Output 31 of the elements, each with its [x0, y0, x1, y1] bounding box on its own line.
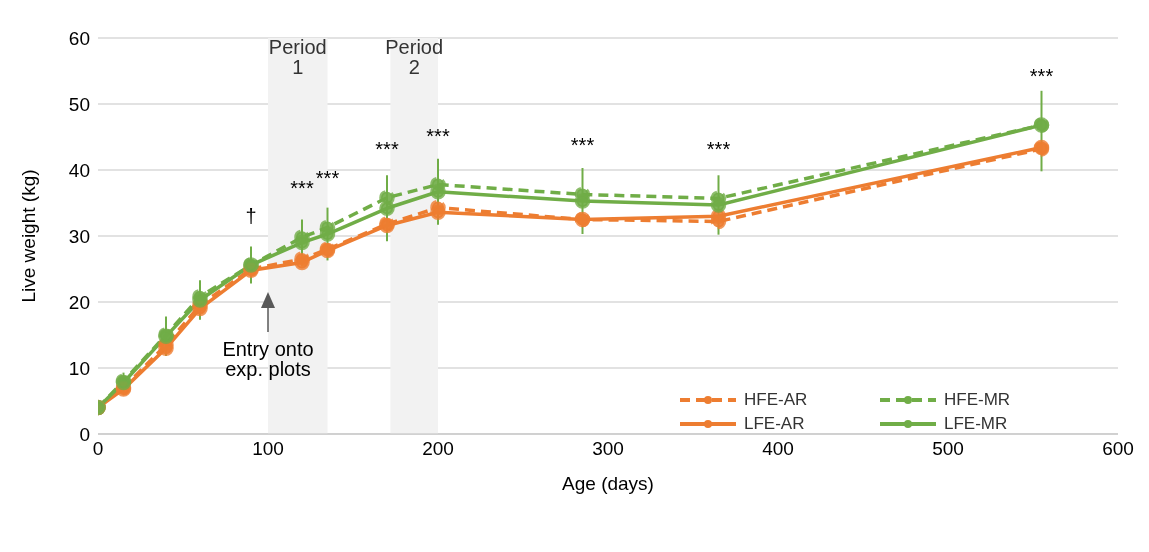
y-axis-title: Live weight (kg)	[17, 169, 39, 303]
x-tick-label: 400	[762, 438, 794, 460]
y-tick-label: 60	[68, 27, 90, 49]
x-tick-label: 0	[92, 438, 104, 460]
annotation: Entry onto exp. plots	[222, 338, 314, 381]
annotation: †	[245, 205, 257, 228]
annotation: ***	[315, 167, 340, 190]
y-tick-label: 30	[68, 225, 90, 247]
y-tick-label: 50	[68, 93, 90, 115]
annotation: ***	[706, 138, 731, 161]
annotation: ***	[1029, 65, 1054, 88]
legend-label: LFE-AR	[744, 414, 805, 434]
annotation: ***	[290, 177, 314, 200]
legend-label: HFE-AR	[744, 390, 808, 410]
x-tick-label: 100	[252, 438, 284, 460]
annotation: ***	[570, 134, 595, 157]
band-label: Period 2	[385, 36, 444, 79]
y-tick-label: 40	[68, 159, 90, 181]
band-label: Period 1	[268, 36, 327, 79]
y-tick-label: 10	[68, 357, 90, 379]
annotation: ***	[426, 124, 450, 147]
x-tick-label: 600	[1102, 438, 1134, 460]
legend-label: LFE-MR	[944, 414, 1008, 434]
y-tick-label: 20	[68, 291, 90, 313]
legend-label: HFE-MR	[944, 390, 1011, 410]
annotation: ***	[375, 137, 399, 160]
x-tick-label: 300	[592, 438, 624, 460]
x-tick-label: 200	[422, 438, 454, 460]
x-tick-label: 500	[932, 438, 964, 460]
x-axis-title: Age (days)	[562, 473, 654, 494]
y-tick-label: 0	[79, 423, 90, 445]
